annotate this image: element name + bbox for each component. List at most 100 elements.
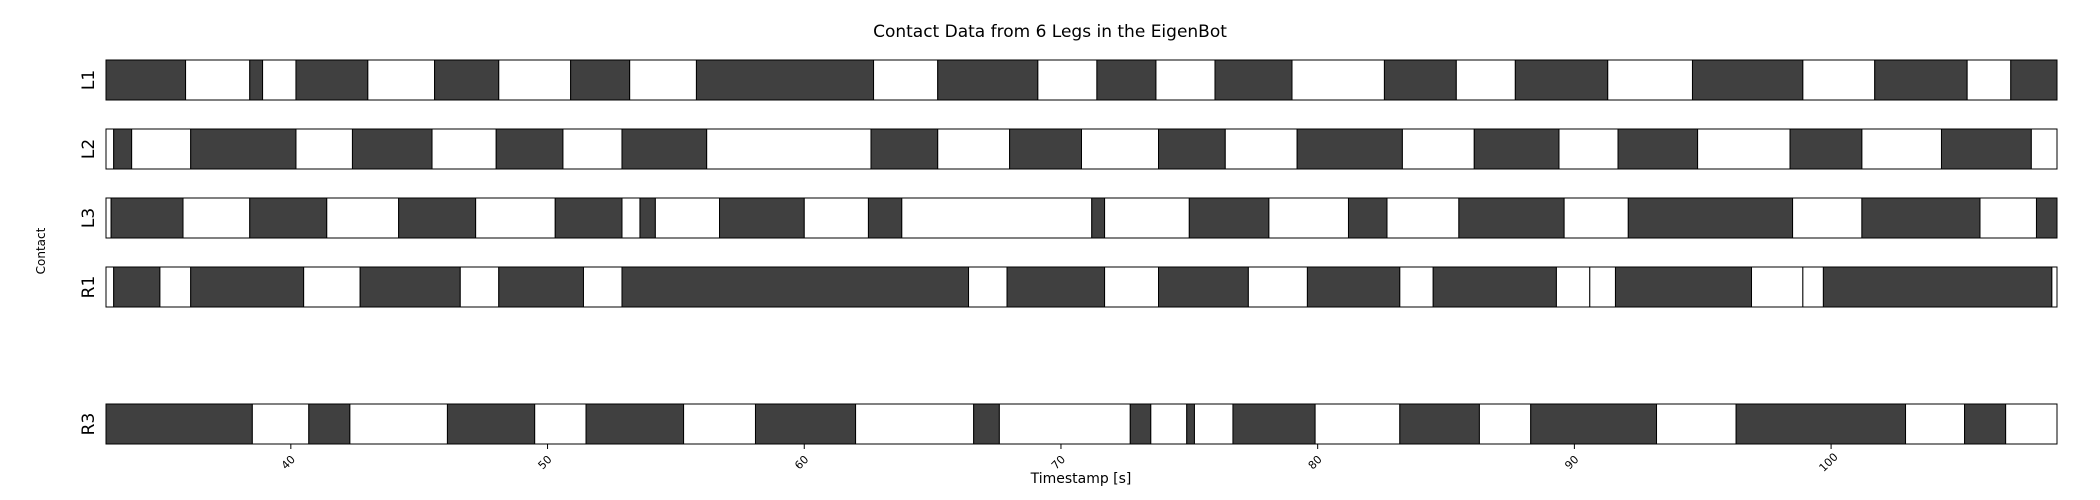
contact-segment — [434, 59, 500, 101]
contact-segment — [190, 128, 297, 170]
no-contact-segment — [498, 59, 572, 101]
contact-segment — [1691, 59, 1804, 101]
no-contact-segment — [326, 197, 400, 239]
no-contact-segment — [182, 197, 251, 239]
no-contact-segment — [1555, 266, 1591, 308]
contact-segment — [621, 128, 708, 170]
contact-segment — [1514, 59, 1609, 101]
no-contact-segment — [1104, 197, 1190, 239]
no-contact-segment — [1478, 403, 1532, 445]
no-contact-segment — [937, 128, 1011, 170]
no-contact-segment — [159, 266, 192, 308]
contact-segment — [113, 128, 133, 170]
contact-segment — [1158, 128, 1226, 170]
contact-segment — [351, 128, 433, 170]
leg-row-frame — [105, 266, 2058, 308]
leg-row-frame — [105, 403, 2058, 445]
no-contact-segment — [803, 197, 869, 239]
no-contact-segment — [582, 266, 623, 308]
no-contact-segment — [1155, 59, 1216, 101]
contact-segment — [621, 266, 970, 308]
no-contact-segment — [262, 59, 297, 101]
contact-segment — [1347, 197, 1388, 239]
contact-segment — [719, 197, 805, 239]
no-contact-segment — [1081, 128, 1160, 170]
no-contact-segment — [855, 403, 975, 445]
contact-segment — [1627, 197, 1794, 239]
no-contact-segment — [1792, 197, 1863, 239]
no-contact-segment — [105, 128, 115, 170]
x-axis-label: Timestamp [s] — [1030, 471, 1132, 487]
no-contact-segment — [706, 128, 872, 170]
no-contact-segment — [2030, 128, 2058, 170]
leg-label: L1 — [79, 70, 99, 90]
contact-segment — [1158, 266, 1249, 308]
no-contact-segment — [1268, 197, 1349, 239]
no-contact-segment — [1386, 197, 1460, 239]
leg-row-l3: L3 — [79, 197, 2058, 239]
contact-segment — [1188, 197, 1270, 239]
leg-row-l2: L2 — [79, 128, 2058, 170]
no-contact-segment — [1558, 128, 1619, 170]
no-contact-segment — [1247, 266, 1308, 308]
leg-row-r3: R3 — [79, 403, 2058, 445]
no-contact-segment — [2051, 266, 2058, 308]
no-contact-segment — [1802, 266, 1824, 308]
contact-segment — [1009, 128, 1082, 170]
no-contact-segment — [1104, 266, 1160, 308]
leg-row-frame — [105, 197, 2058, 239]
no-contact-segment — [295, 128, 353, 170]
no-contact-segment — [1291, 59, 1385, 101]
contact-segment — [1789, 128, 1863, 170]
no-contact-segment — [131, 128, 192, 170]
contact-segment — [1296, 128, 1403, 170]
no-contact-segment — [1751, 266, 1804, 308]
contact-segment — [1617, 128, 1699, 170]
contact-segment — [754, 403, 857, 445]
no-contact-segment — [621, 197, 641, 239]
no-contact-segment — [1399, 266, 1434, 308]
contact-segment — [105, 403, 253, 445]
no-contact-segment — [1193, 403, 1234, 445]
leg-label: L2 — [79, 139, 99, 159]
no-contact-segment — [1563, 197, 1629, 239]
x-tick-label: 90 — [1562, 453, 1581, 472]
contact-segment — [308, 403, 351, 445]
x-tick-label: 80 — [1306, 453, 1325, 472]
contact-segment — [1186, 403, 1195, 445]
contact-segment — [1735, 403, 1907, 445]
no-contact-segment — [901, 197, 1093, 239]
no-contact-segment — [1401, 128, 1475, 170]
contact-segment — [695, 59, 875, 101]
no-contact-segment — [1150, 403, 1188, 445]
contact-segment — [190, 266, 305, 308]
y-axis-label: Contact — [34, 227, 48, 274]
no-contact-segment — [1589, 266, 1616, 308]
no-contact-segment — [251, 403, 310, 445]
contact-segment — [2010, 59, 2058, 101]
no-contact-segment — [534, 403, 587, 445]
contact-segment — [1964, 403, 2007, 445]
x-tick-label: 70 — [1049, 453, 1068, 472]
leg-row-r1: R1 — [79, 266, 2058, 308]
x-tick-label: 100 — [1817, 451, 1841, 475]
no-contact-segment — [629, 59, 697, 101]
contact-segment — [1530, 403, 1658, 445]
no-contact-segment — [1905, 403, 1966, 445]
leg-row-l1: L1 — [79, 59, 2058, 101]
no-contact-segment — [998, 403, 1131, 445]
contact-segment — [1874, 59, 1968, 101]
no-contact-segment — [968, 266, 1008, 308]
contact-segment — [1383, 59, 1457, 101]
contact-segment — [1822, 266, 2053, 308]
contact-segment — [570, 59, 631, 101]
no-contact-segment — [185, 59, 251, 101]
no-contact-segment — [431, 128, 497, 170]
contact-segment — [2035, 197, 2058, 239]
no-contact-segment — [105, 266, 115, 308]
contact-segment — [1306, 266, 1401, 308]
contact-segment — [1473, 128, 1560, 170]
contact-segment — [1614, 266, 1753, 308]
contact-segment — [249, 197, 328, 239]
